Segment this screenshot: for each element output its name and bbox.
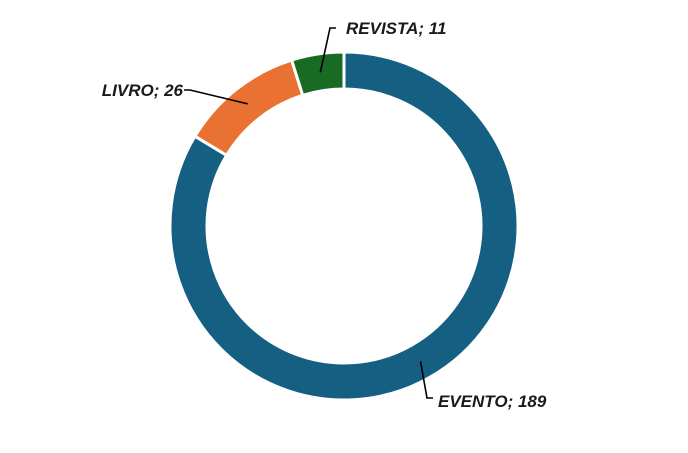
slice-evento: [168, 50, 520, 402]
data-label-evento: EVENTO; 189: [438, 392, 547, 411]
leader-line-evento: [419, 361, 433, 399]
data-label-livro: LIVRO; 26: [102, 81, 184, 100]
leader-line-revista: [319, 27, 336, 73]
slice-livro: [192, 58, 305, 158]
labels-layer: EVENTO; 189 LIVRO; 26 REVISTA; 11: [102, 19, 547, 411]
slice-revista: [289, 50, 346, 98]
slices-layer: [168, 50, 520, 402]
data-label-revista: REVISTA; 11: [346, 19, 446, 38]
leader-line-livro: [184, 89, 248, 105]
